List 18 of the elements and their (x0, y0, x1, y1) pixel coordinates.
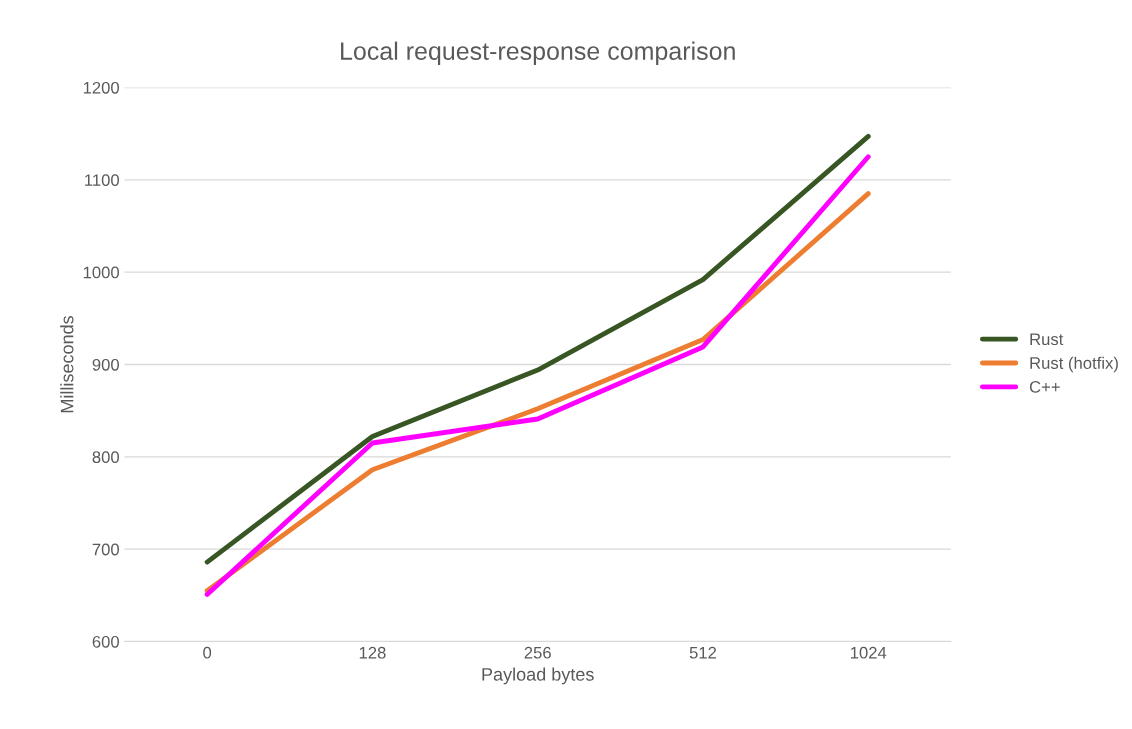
chart-title: Local request-response comparison (341, 41, 735, 65)
y-tick-label: 900 (92, 358, 120, 371)
y-tick-label: 800 (92, 451, 120, 464)
legend-label: Rust (1030, 333, 1064, 346)
x-axis-title: Payload bytes (482, 667, 594, 685)
x-tick-label: 0 (203, 646, 212, 659)
x-tick-label: 512 (689, 646, 717, 659)
x-tick-label: 256 (524, 646, 551, 659)
y-tick-label: 700 (92, 543, 120, 556)
y-tick-label: 600 (92, 635, 120, 648)
y-tick-label: 1100 (85, 174, 120, 187)
y-axis-title: Milliseconds (60, 315, 74, 413)
x-tick-label: 1024 (850, 646, 887, 659)
legend-label: C++ (1029, 381, 1060, 393)
y-tick-label: 1200 (83, 81, 120, 94)
legend-label: Rust (hotfix) (1030, 356, 1118, 373)
y-tick-label: 1000 (83, 266, 120, 279)
x-tick-label: 128 (359, 646, 386, 659)
